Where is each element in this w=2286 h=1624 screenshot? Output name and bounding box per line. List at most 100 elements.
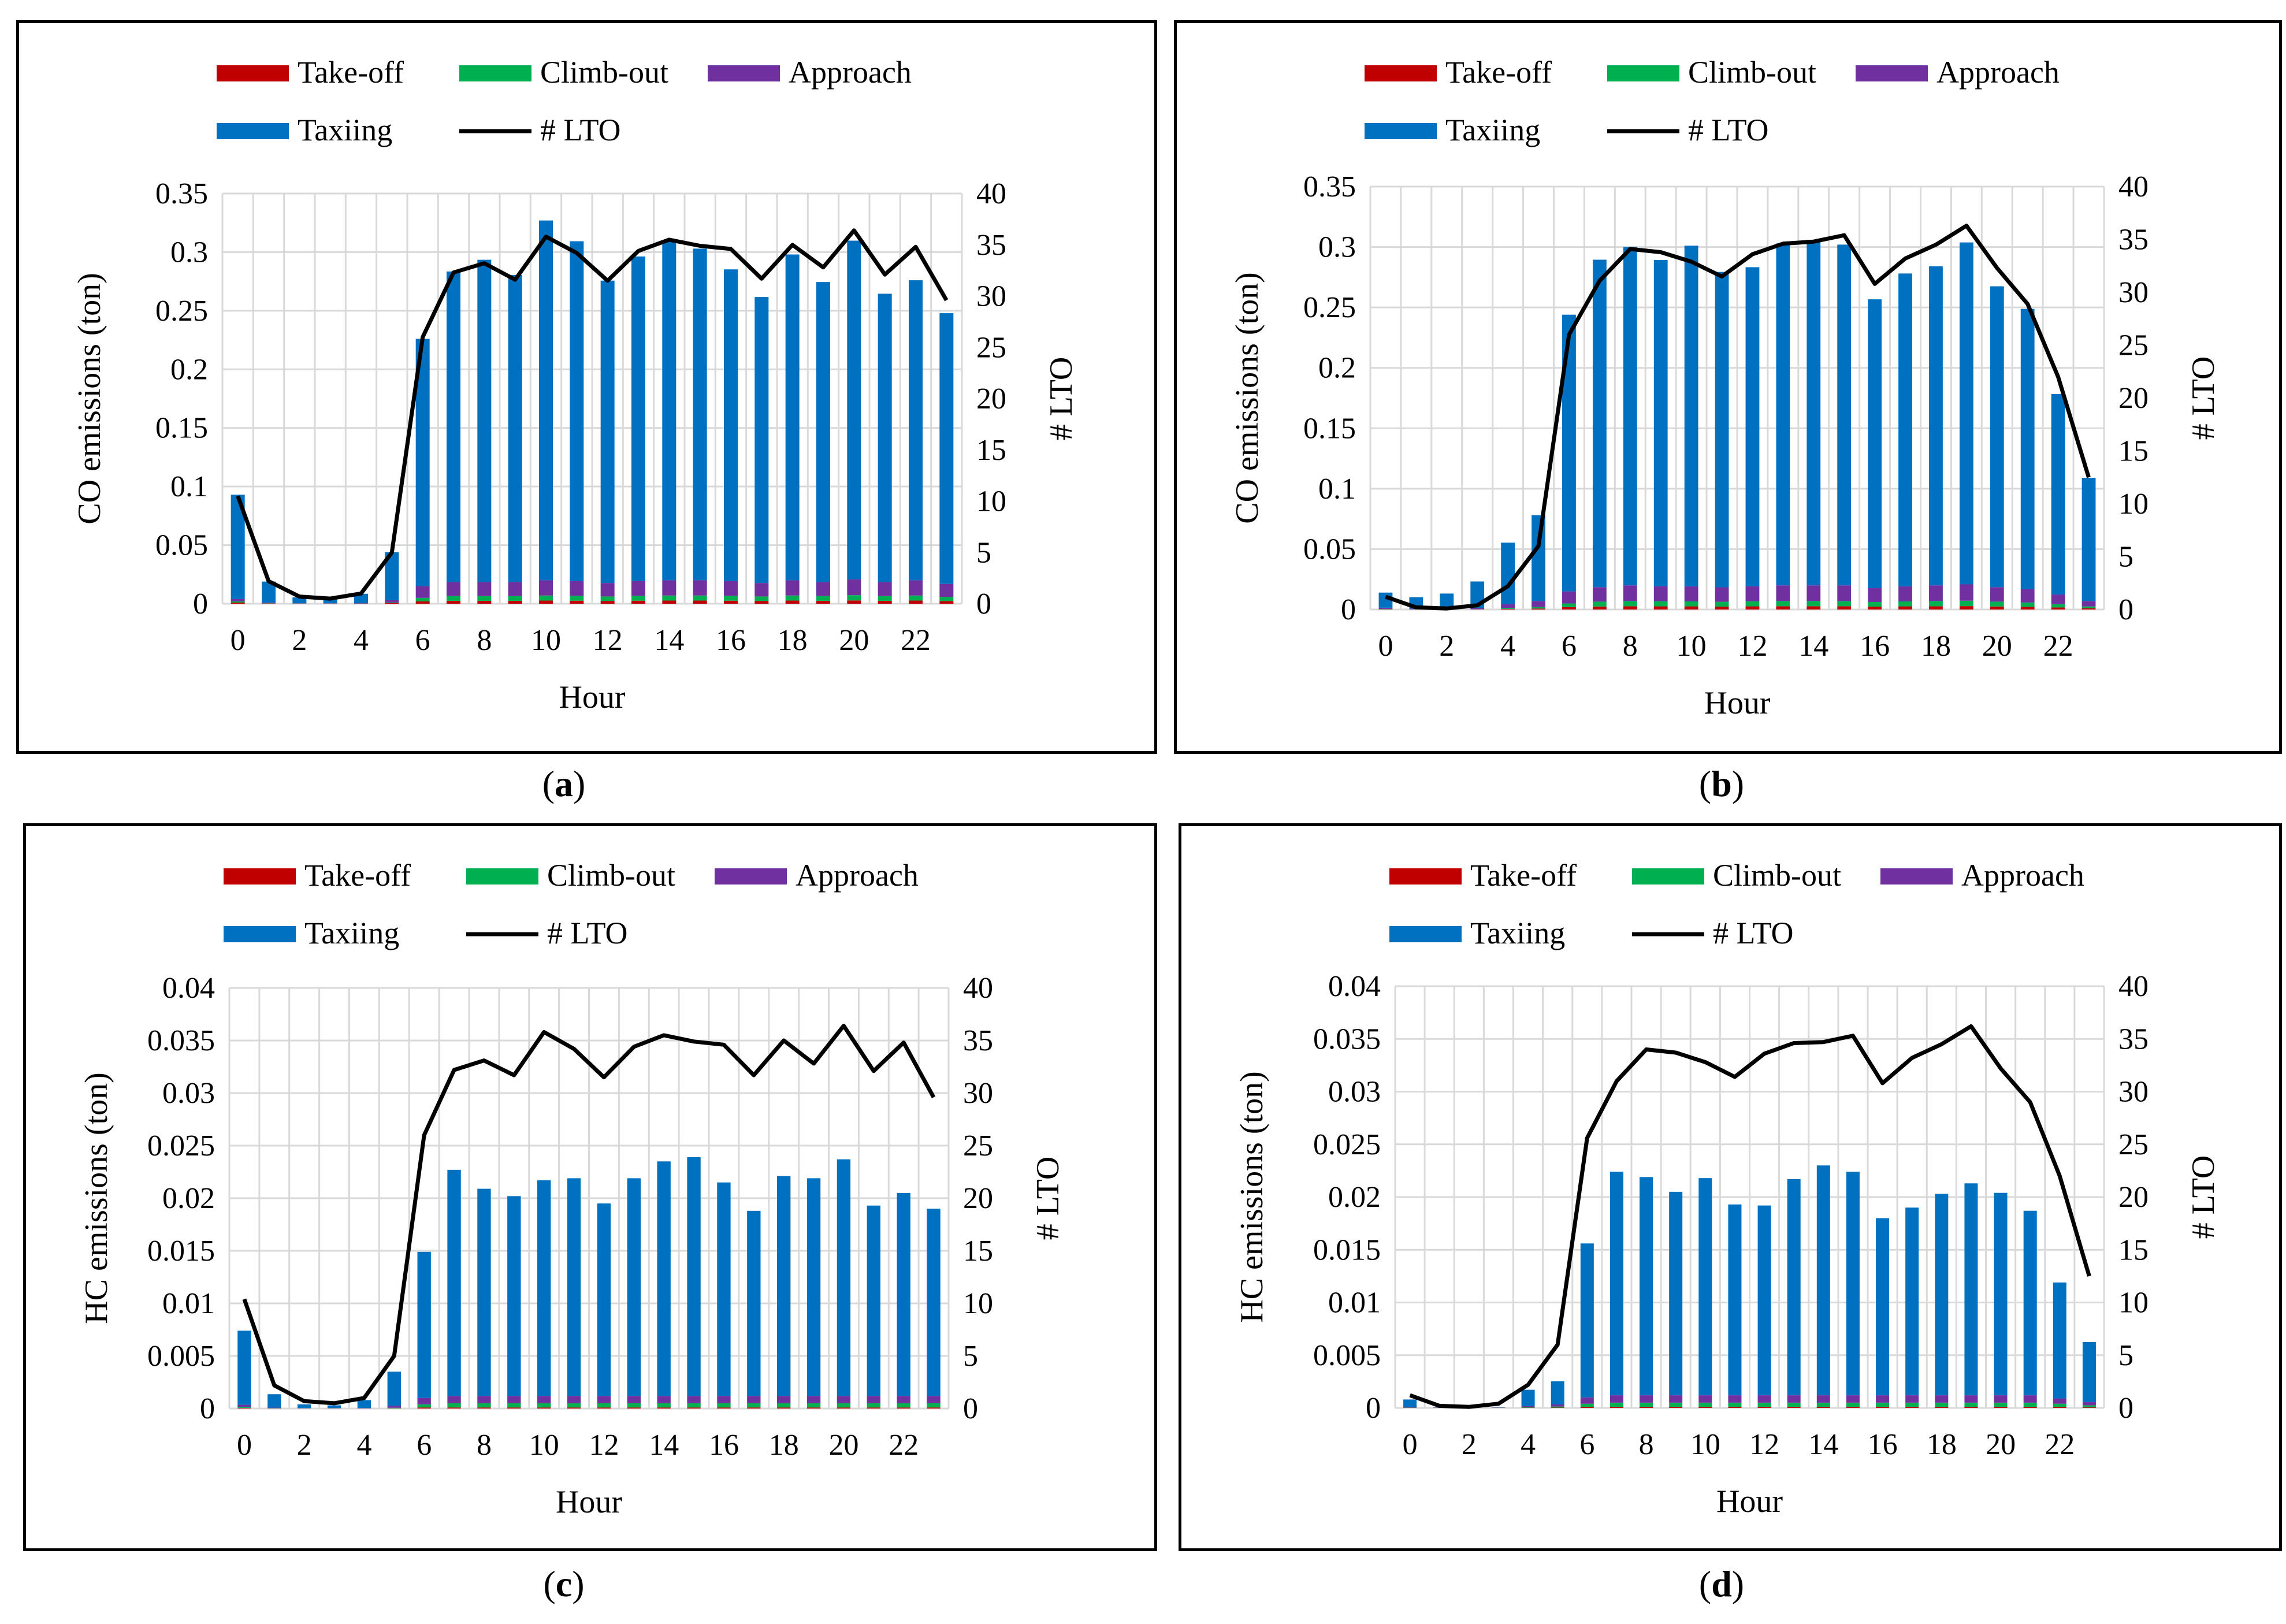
bar-climb-out-15 — [687, 1403, 701, 1408]
x-tick-label: 16 — [1868, 1428, 1898, 1461]
y-tick-label: 0.05 — [1303, 533, 1356, 566]
x-tick-label: 12 — [593, 624, 623, 657]
legend-label: Climb-out — [540, 55, 668, 90]
bar-approach-0 — [1378, 607, 1393, 609]
bar-taxiing-21 — [2020, 309, 2035, 589]
bar-take-off-22 — [2053, 1407, 2066, 1408]
bar-take-off-23 — [939, 601, 954, 604]
bar-taxiing-22 — [897, 1192, 910, 1396]
legend-swatch — [1389, 868, 1462, 885]
y-tick-label: 0.025 — [147, 1129, 215, 1162]
caption-close: ) — [1731, 763, 1745, 804]
y-tick-label: 0.35 — [1303, 170, 1356, 203]
bar-climb-out-6 — [417, 1404, 431, 1408]
y2-tick-label: 25 — [2118, 329, 2149, 362]
x-tick-label: 22 — [2045, 1428, 2075, 1461]
y-tick-label: 0.04 — [162, 972, 215, 1005]
bar-climb-out-16 — [1876, 1402, 1890, 1407]
bar-climb-out-6 — [1562, 603, 1576, 607]
bar-taxiing-4 — [1501, 542, 1515, 605]
bar-take-off-22 — [897, 1407, 910, 1409]
caption-close: ) — [573, 763, 586, 804]
y2-tick-label: 10 — [2118, 1287, 2149, 1320]
caption-letter: c — [555, 1563, 573, 1604]
bar-approach-13 — [1787, 1395, 1801, 1403]
bar-taxiing-11 — [567, 1178, 581, 1396]
bar-approach-17 — [1905, 1395, 1919, 1403]
bar-take-off-13 — [627, 1407, 641, 1409]
y2-tick-label: 40 — [963, 972, 993, 1005]
bar-taxiing-16 — [717, 1182, 731, 1396]
chart-svg-d: 0 0.005 0.01 0.015 0.02 0.025 0.03 0.035 0.04 0 5 1… — [1234, 858, 2221, 1519]
bar-taxiing-0 — [237, 1331, 251, 1405]
bar-take-off-17 — [747, 1407, 761, 1409]
y2-tick-label: 5 — [976, 536, 991, 569]
y-tick-label: 0.1 — [170, 470, 208, 503]
bar-taxiing-23 — [927, 1209, 941, 1396]
bar-climb-out-23 — [927, 1403, 941, 1408]
bar-climb-out-5 — [387, 1407, 401, 1409]
bar-taxiing-4 — [357, 1400, 371, 1409]
x-tick-label: 20 — [1982, 630, 2012, 663]
legend-swatch — [1632, 868, 1704, 885]
bar-approach-19 — [1964, 1395, 1978, 1403]
bar-approach-8 — [1623, 585, 1637, 601]
bar-take-off-20 — [1994, 1407, 2008, 1408]
bar-approach-0 — [1403, 1407, 1417, 1408]
x-tick-label: 22 — [2043, 630, 2073, 663]
bar-climb-out-11 — [567, 1403, 581, 1408]
bar-take-off-8 — [477, 1407, 491, 1409]
bar-take-off-12 — [1757, 1407, 1771, 1408]
bar-taxiing-8 — [1623, 247, 1637, 586]
x-tick-label: 6 — [415, 624, 430, 657]
bar-taxiing-10 — [539, 220, 553, 581]
bar-approach-7 — [447, 1396, 461, 1403]
bar-approach-1 — [267, 1407, 281, 1409]
caption-letter: b — [1711, 763, 1732, 804]
bar-take-off-21 — [2020, 607, 2035, 610]
y2-tick-label: 30 — [963, 1077, 993, 1110]
x-tick-label: 2 — [1462, 1428, 1477, 1461]
bar-taxiing-7 — [1610, 1172, 1623, 1396]
x-tick-label: 10 — [529, 1429, 559, 1462]
gridlines — [1394, 985, 2105, 1409]
bar-approach-8 — [477, 1396, 491, 1403]
y2-tick-label: 20 — [976, 382, 1006, 415]
bar-take-off-9 — [1653, 606, 1668, 610]
bar-take-off-18 — [1935, 1407, 1949, 1408]
bar-climb-out-19 — [816, 596, 830, 601]
bar-climb-out-18 — [1935, 1402, 1949, 1407]
bar-climb-out-15 — [693, 595, 707, 601]
bars — [231, 220, 954, 604]
y-tick-label: 0.25 — [155, 295, 208, 328]
y2-axis-title: # LTO — [1043, 357, 1079, 441]
chart-svg-b: 00.050.10.150.20.250.30.3505101520253035… — [1229, 55, 2221, 721]
bar-take-off-8 — [1623, 606, 1637, 610]
bar-approach-13 — [627, 1396, 641, 1403]
bar-approach-19 — [1959, 584, 1973, 601]
y2-axis-title: # LTO — [1030, 1157, 1066, 1240]
bar-taxiing-9 — [508, 274, 522, 582]
y2-tick-label: 0 — [2118, 1392, 2133, 1425]
legend-swatch — [715, 868, 787, 885]
bar-taxiing-15 — [1837, 244, 1852, 586]
bar-take-off-7 — [447, 600, 460, 604]
bar-take-off-9 — [508, 600, 522, 604]
legend-label: Take-off — [1445, 55, 1552, 90]
bar-approach-19 — [816, 582, 830, 596]
y-tick-label: 0.35 — [155, 177, 208, 210]
bar-approach-0 — [231, 599, 245, 601]
bar-climb-out-12 — [1745, 601, 1760, 607]
bar-take-off-6 — [1580, 1407, 1594, 1408]
bar-climb-out-19 — [1964, 1402, 1978, 1407]
x-tick-label: 6 — [417, 1429, 432, 1462]
y-tick-label: 0.03 — [162, 1077, 215, 1110]
y-tick-label: 0.01 — [162, 1287, 215, 1320]
bar-take-off-8 — [1640, 1407, 1653, 1408]
bar-take-off-18 — [1929, 606, 1943, 610]
bar-taxiing-8 — [477, 1188, 491, 1396]
y-tick-label: 0.3 — [1318, 231, 1356, 264]
legend-swatch — [224, 926, 296, 942]
y-tick-label: 0 — [1341, 593, 1356, 626]
bar-approach-7 — [1610, 1395, 1623, 1403]
